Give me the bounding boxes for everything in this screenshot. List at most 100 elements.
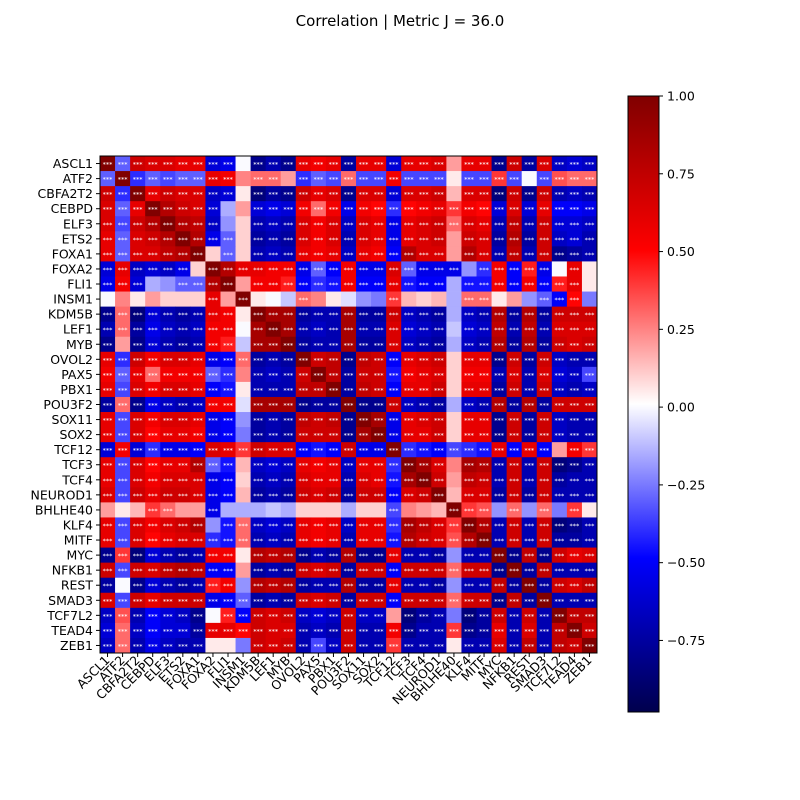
cell-annotation: ***: [118, 221, 129, 229]
cell-annotation: ***: [314, 341, 325, 349]
cell-annotation: ***: [314, 537, 325, 545]
cell-annotation: ***: [283, 311, 294, 319]
cell-annotation: ***: [464, 552, 475, 560]
cell-annotation: ***: [419, 642, 430, 650]
heatmap-cell: [566, 171, 583, 187]
cell-annotation: ***: [208, 477, 219, 485]
y-tick-label: REST: [61, 578, 94, 593]
heatmap-cell: [115, 577, 131, 594]
heatmap-cell: [205, 427, 221, 443]
heatmap-cell: [295, 276, 312, 292]
heatmap-cell: [491, 412, 508, 428]
cell-annotation: ***: [585, 492, 596, 500]
cell-annotation: ***: [509, 176, 520, 184]
cell-annotation: ***: [464, 386, 475, 394]
heatmap-cell: [521, 276, 538, 292]
heatmap-cell: [145, 306, 161, 323]
cell-annotation: ***: [389, 206, 400, 214]
cell-annotation: ***: [118, 236, 129, 244]
cell-annotation: ***: [133, 221, 144, 229]
heatmap-cell: [310, 457, 327, 473]
y-tick-label: INSM1: [53, 292, 93, 307]
heatmap-cells: [100, 156, 598, 654]
cell-annotation: ***: [344, 447, 355, 455]
cell-annotation: ***: [268, 477, 279, 485]
heatmap-cell: [536, 412, 553, 428]
heatmap-cell: [265, 442, 282, 458]
heatmap-cell: [310, 216, 327, 232]
cell-annotation: ***: [509, 492, 520, 500]
cell-annotation: ***: [570, 402, 581, 410]
y-tick-label: SOX11: [52, 412, 93, 427]
heatmap-cell: [100, 336, 116, 353]
cell-annotation: ***: [585, 552, 596, 560]
cell-annotation: ***: [524, 311, 535, 319]
heatmap-cell: [160, 321, 176, 338]
cell-annotation: ***: [389, 176, 400, 184]
heatmap-cell: [461, 186, 477, 202]
heatmap-cell: [401, 171, 417, 187]
heatmap-cell: [115, 291, 131, 308]
cell-annotation: ***: [223, 447, 234, 455]
cell-annotation: ***: [238, 447, 249, 455]
cell-annotation: ***: [419, 462, 430, 470]
cell-annotation: ***: [344, 326, 355, 334]
heatmap-cell: [175, 427, 191, 443]
heatmap-cell: [371, 231, 387, 247]
heatmap-cell: [175, 246, 191, 262]
cell-annotation: ***: [118, 266, 129, 274]
cell-annotation: ***: [283, 191, 294, 199]
heatmap-cell: [551, 246, 568, 262]
heatmap-cell: [175, 472, 191, 488]
heatmap-cell: [371, 336, 387, 353]
heatmap-cell: [476, 261, 492, 277]
cell-annotation: ***: [148, 642, 159, 650]
heatmap-cell: [491, 306, 508, 323]
heatmap-cell: [401, 261, 417, 277]
heatmap-cell: [431, 186, 447, 202]
heatmap-cell: [371, 381, 387, 398]
cell-annotation: ***: [193, 477, 204, 485]
cell-annotation: ***: [314, 176, 325, 184]
cell-annotation: ***: [118, 477, 129, 485]
cell-annotation: ***: [118, 311, 129, 319]
cell-annotation: ***: [434, 281, 445, 289]
heatmap-cell: [566, 442, 583, 458]
cell-annotation: ***: [193, 206, 204, 214]
heatmap-cell: [190, 306, 206, 323]
heatmap-cell: [386, 231, 402, 247]
heatmap-cell: [295, 156, 312, 172]
heatmap-cell: [371, 261, 387, 277]
cell-annotation: ***: [283, 552, 294, 560]
heatmap-cell: [566, 246, 583, 262]
cell-annotation: ***: [554, 236, 565, 244]
heatmap-cell: [310, 381, 327, 398]
heatmap-cell: [115, 261, 131, 277]
cell-annotation: ***: [193, 386, 204, 394]
heatmap-cell: [325, 261, 342, 277]
cell-annotation: ***: [178, 251, 189, 259]
heatmap-cell: [536, 186, 553, 202]
cell-annotation: ***: [554, 311, 565, 319]
heatmap-cell: [190, 156, 206, 172]
heatmap-cell: [265, 396, 282, 413]
cell-annotation: ***: [314, 402, 325, 410]
cell-annotation: ***: [253, 266, 264, 274]
cell-annotation: ***: [359, 191, 370, 199]
heatmap-cell: [536, 291, 553, 308]
heatmap-cell: [416, 246, 432, 262]
cell-annotation: ***: [359, 326, 370, 334]
cell-annotation: ***: [554, 191, 565, 199]
cell-annotation: ***: [208, 552, 219, 560]
cell-annotation: ***: [374, 266, 385, 274]
cell-annotation: ***: [223, 612, 234, 620]
cell-annotation: ***: [329, 567, 340, 575]
heatmap-cell: [295, 201, 312, 217]
cell-annotation: ***: [148, 191, 159, 199]
heatmap-cell: [386, 201, 402, 217]
heatmap-cell: [356, 231, 372, 247]
cell-annotation: ***: [238, 627, 249, 635]
cell-annotation: ***: [298, 191, 309, 199]
heatmap-cell: [521, 231, 538, 247]
cell-annotation: ***: [404, 326, 415, 334]
